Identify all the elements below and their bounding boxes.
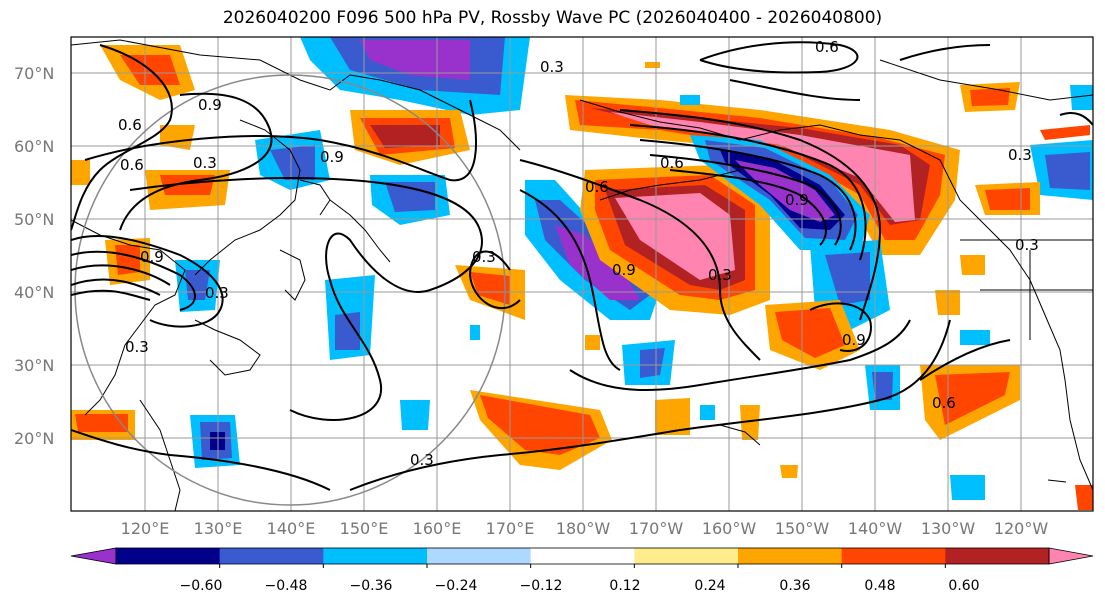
svg-text:150°W: 150°W xyxy=(775,519,830,538)
pv-anomaly-shading xyxy=(71,37,1093,510)
longitude-labels: 120°E 130°E 140°E 150°E 160°E 170°E 180°… xyxy=(121,519,1049,538)
svg-text:0.3: 0.3 xyxy=(125,338,149,356)
svg-text:0.9: 0.9 xyxy=(785,191,809,209)
svg-text:0.3: 0.3 xyxy=(1008,146,1032,164)
graticule xyxy=(71,37,1093,511)
colorbar-tick: 0.60 xyxy=(948,578,979,594)
svg-text:40°N: 40°N xyxy=(14,283,54,302)
svg-text:140°E: 140°E xyxy=(267,519,316,538)
svg-text:0.6: 0.6 xyxy=(120,156,144,174)
svg-text:30°N: 30°N xyxy=(14,356,54,375)
svg-text:160°W: 160°W xyxy=(702,519,757,538)
svg-text:0.3: 0.3 xyxy=(193,154,217,172)
svg-text:70°N: 70°N xyxy=(14,64,54,83)
colorbar xyxy=(70,547,1094,568)
svg-text:130°W: 130°W xyxy=(921,519,976,538)
colorbar-tick: −0.24 xyxy=(435,578,478,594)
svg-text:0.6: 0.6 xyxy=(118,116,142,134)
pc-contours xyxy=(71,41,1093,491)
svg-text:0.6: 0.6 xyxy=(932,394,956,412)
svg-text:0.6: 0.6 xyxy=(660,154,684,172)
colorbar-extend-min xyxy=(70,547,117,565)
svg-text:0.3: 0.3 xyxy=(540,58,564,76)
svg-text:0.9: 0.9 xyxy=(842,331,866,349)
svg-text:0.9: 0.9 xyxy=(320,148,344,166)
colorbar-tick: 0.24 xyxy=(694,578,725,594)
colorbar-swatch xyxy=(738,548,843,564)
colorbar-tick: 0.48 xyxy=(864,578,895,594)
svg-text:60°N: 60°N xyxy=(14,137,54,156)
latitude-labels: 70°N 60°N 50°N 40°N 30°N 20°N xyxy=(14,64,54,448)
svg-text:160°E: 160°E xyxy=(413,519,462,538)
colorbar-swatch xyxy=(427,548,532,564)
colorbar-frame xyxy=(115,547,1050,565)
colorbar-swatch xyxy=(116,548,221,564)
contour-labels: 0.6 0.3 0.9 0.3 0.6 0.9 0.3 0.6 0.9 0.6 … xyxy=(118,38,1039,469)
svg-text:170°W: 170°W xyxy=(629,519,684,538)
colorbar-swatch xyxy=(634,548,739,564)
svg-text:20°N: 20°N xyxy=(14,429,54,448)
svg-text:120°W: 120°W xyxy=(994,519,1049,538)
colorbar-tick: 0.36 xyxy=(779,578,810,594)
svg-text:140°W: 140°W xyxy=(848,519,903,538)
svg-text:0.6: 0.6 xyxy=(585,178,609,196)
svg-text:0.3: 0.3 xyxy=(1015,236,1039,254)
svg-text:0.3: 0.3 xyxy=(472,248,496,266)
map-title: 2026040200 F096 500 hPa PV, Rossby Wave … xyxy=(222,8,883,28)
coastlines xyxy=(71,39,1093,511)
svg-text:120°E: 120°E xyxy=(121,519,170,538)
colorbar-swatch xyxy=(945,548,1050,564)
svg-text:0.9: 0.9 xyxy=(140,248,164,266)
colorbar-tick: 0.12 xyxy=(609,578,640,594)
svg-text:0.3: 0.3 xyxy=(410,451,434,469)
great-circle xyxy=(74,74,506,506)
colorbar-tick-labels: −0.60 −0.48 −0.36 −0.24 −0.12 0.12 0.24 … xyxy=(180,578,980,594)
svg-text:180°W: 180°W xyxy=(556,519,611,538)
map-frame xyxy=(70,36,1094,512)
colorbar-tick: −0.48 xyxy=(265,578,308,594)
svg-text:0.3: 0.3 xyxy=(205,284,229,302)
colorbar-swatch xyxy=(219,548,324,564)
colorbar-swatch xyxy=(323,548,428,564)
svg-text:170°E: 170°E xyxy=(486,519,535,538)
colorbar-swatch xyxy=(841,548,946,564)
colorbar-tick: −0.12 xyxy=(520,578,563,594)
svg-text:0.6: 0.6 xyxy=(815,38,839,56)
svg-text:150°E: 150°E xyxy=(340,519,389,538)
svg-text:0.9: 0.9 xyxy=(612,261,636,279)
svg-text:0.3: 0.3 xyxy=(708,266,732,284)
colorbar-swatch xyxy=(530,548,635,564)
svg-text:130°E: 130°E xyxy=(194,519,243,538)
colorbar-tick: −0.36 xyxy=(350,578,393,594)
svg-text:50°N: 50°N xyxy=(14,210,54,229)
colorbar-tick: −0.60 xyxy=(180,578,223,594)
svg-text:0.9: 0.9 xyxy=(198,96,222,114)
colorbar-extend-max xyxy=(1048,547,1094,565)
